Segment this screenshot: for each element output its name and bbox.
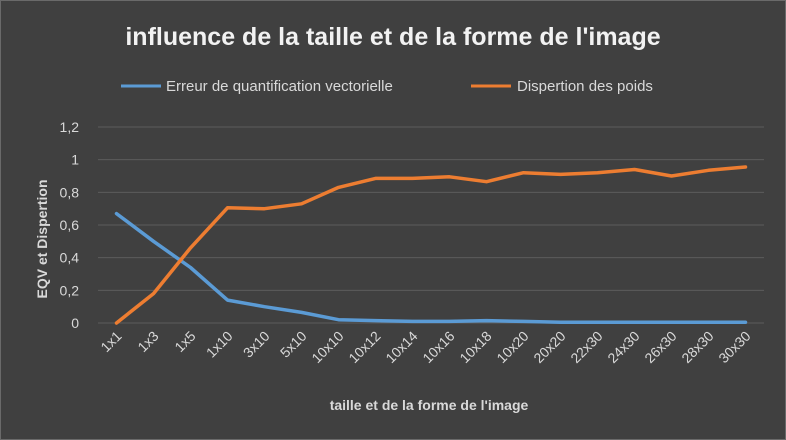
x-axis-ticks: 1x1 1x3 1x5 1x10 3x10 5x1010x1010x1210x1410x1…	[97, 328, 753, 366]
x-tick-label: 1x1	[97, 328, 124, 355]
y-tick-label: 0,6	[60, 217, 80, 233]
y-tick-label: 0,2	[60, 282, 80, 298]
x-tick-label: 1x3	[134, 328, 161, 355]
y-tick-label: 1	[71, 152, 79, 168]
y-tick-label: 0,4	[60, 250, 80, 266]
legend-label-dispertion: Dispertion des poids	[517, 78, 653, 95]
y-axis-ticks: 0 0,2 0,4 0,6 0,8 1 1,2	[60, 119, 80, 331]
series-line-eqv	[114, 211, 748, 324]
y-tick-label: 1,2	[60, 119, 80, 135]
x-tick-label: 10x18	[456, 328, 494, 366]
x-tick-label: 22x30	[567, 328, 605, 366]
chart-title: influence de la taille et de la forme de…	[125, 23, 660, 51]
x-tick-label: 10x14	[382, 328, 420, 366]
legend: Erreur de quantification vectorielle Dis…	[121, 78, 653, 95]
x-tick-label: 10x20	[493, 328, 531, 366]
x-tick-label: 1x5	[171, 328, 198, 355]
x-tick-label: 1x10	[203, 328, 236, 361]
y-tick-label: 0,8	[60, 184, 80, 200]
x-tick-label: 30x30	[715, 328, 753, 366]
y-axis-title: EQV et Dispertion	[34, 179, 50, 298]
series-lines	[114, 165, 748, 325]
x-tick-label: 10x16	[419, 328, 457, 366]
series-line-dispertion	[114, 165, 748, 325]
x-tick-label: 3x10	[240, 328, 273, 361]
y-tick-label: 0	[71, 315, 79, 331]
legend-label-eqv: Erreur de quantification vectorielle	[166, 78, 393, 95]
x-tick-label: 28x30	[678, 328, 716, 366]
x-tick-label: 24x30	[604, 328, 642, 366]
x-tick-label: 5x10	[277, 328, 310, 361]
x-axis-title: taille et de la forme de l'image	[330, 397, 529, 413]
x-tick-label: 10x10	[308, 328, 346, 366]
x-tick-label: 20x20	[530, 328, 568, 366]
x-tick-label: 26x30	[641, 328, 679, 366]
gridlines	[98, 126, 764, 324]
x-tick-label: 10x12	[345, 328, 383, 366]
